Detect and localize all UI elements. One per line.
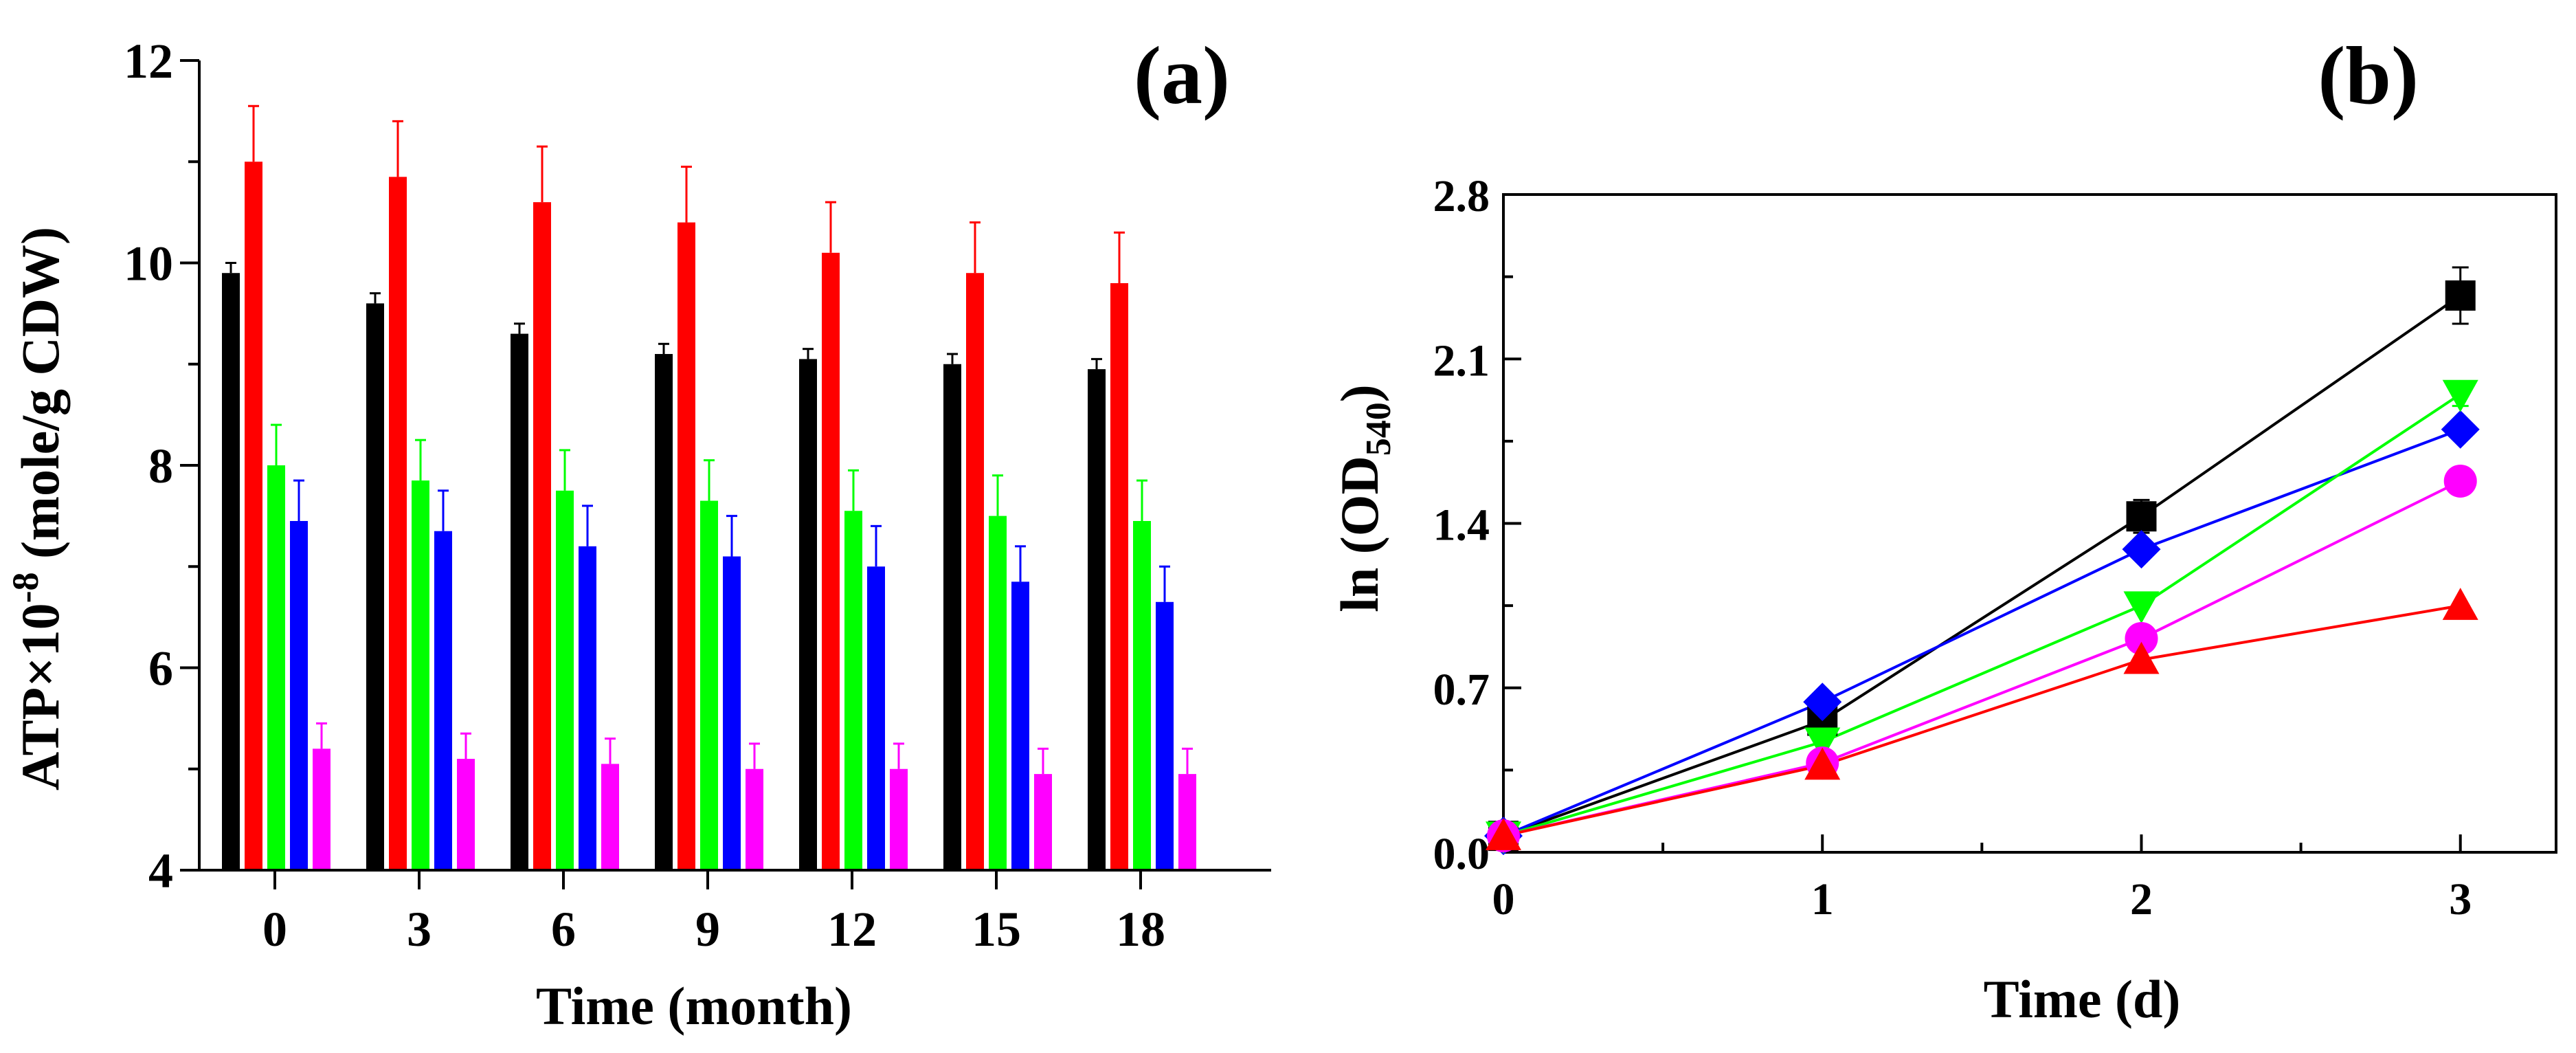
bar-s3-15: [989, 516, 1007, 870]
panel-b-y-tick-label-1.4: 1.4: [1433, 500, 1490, 551]
bar-s5-6: [601, 764, 619, 870]
bar-s4-9: [723, 556, 741, 870]
panel-b-x-tick-label-3: 3: [2449, 874, 2472, 924]
bar-s5-3: [457, 759, 475, 870]
panel-b-x-tick-label-2: 2: [2130, 874, 2153, 924]
bar-s1-15: [943, 364, 961, 870]
bar-s5-0: [313, 749, 331, 870]
bar-s3-9: [700, 500, 718, 870]
point-series-5-triangle-up-2: [2123, 641, 2160, 674]
panel-a-y-label-suffix: (mole/g CDW): [10, 227, 70, 573]
panel-a-x-tick-label-12: 12: [827, 902, 877, 957]
panel-a-x-tick-label-6: 6: [551, 902, 576, 957]
panel-b-label: (b): [2318, 30, 2419, 121]
bar-s1-6: [511, 333, 528, 870]
line-series-2-diamond: [1503, 428, 2461, 837]
panel-a-y-tick-label-10: 10: [124, 236, 173, 291]
point-series-3-triangle-down-1: [1804, 727, 1841, 760]
line-series-1-square: [1503, 294, 2461, 837]
panel-a-x-tick-label-15: 15: [972, 902, 1021, 957]
panel-a-label: (a): [1134, 30, 1230, 121]
bar-s3-6: [556, 490, 574, 870]
panel-b-y-label-close: ): [1330, 384, 1389, 402]
panel-a-y-label-prefix: ATP×10: [10, 603, 70, 790]
panel-a-bars: [222, 104, 1196, 871]
point-series-4-circle-2: [2125, 621, 2158, 655]
panel-a-y-tick-label-8: 8: [148, 439, 173, 494]
bar-s5-18: [1178, 774, 1196, 870]
panel-b-y-tick-label-2.8: 2.8: [1433, 171, 1490, 221]
bar-s2-9: [677, 222, 695, 871]
bar-s3-3: [412, 480, 429, 870]
panel-b-y-tick-label-0.0: 0.0: [1433, 829, 1490, 879]
point-series-5-triangle-up-1: [1804, 747, 1841, 780]
panel-b-y-tick-label-2.1: 2.1: [1433, 335, 1490, 386]
bar-s4-15: [1011, 581, 1029, 870]
bar-s1-9: [655, 354, 673, 870]
panel-b-x-tick-label-0: 0: [1492, 874, 1515, 924]
point-series-4-circle-3: [2443, 464, 2477, 498]
panel-a-bar-chart: (a) 0 3 6 9 12 15 18 4 6 8 10 12 Time (month) ATP×1…: [5, 30, 1271, 1036]
panel-a-y-tick-label-4: 4: [148, 843, 173, 898]
bar-s2-0: [245, 162, 262, 870]
bar-s2-15: [966, 273, 984, 871]
panel-b-y-label-main: ln (OD: [1330, 456, 1389, 612]
panel-a-x-tick-label-0: 0: [262, 902, 287, 957]
bar-s1-12: [799, 359, 817, 870]
bar-s2-3: [389, 177, 407, 870]
point-series-3-triangle-down-2: [2123, 591, 2160, 624]
panel-a-axes: 0 3 6 9 12 15 18 4 6 8 10 12: [124, 34, 1271, 957]
line-series-5-triangle-up: [1503, 604, 2461, 838]
point-series-2-diamond-3: [2441, 410, 2480, 449]
bar-s5-15: [1034, 774, 1052, 870]
panel-a-y-tick-label-12: 12: [124, 34, 173, 89]
bar-s4-18: [1156, 601, 1174, 870]
point-series-5-triangle-up-0: [1486, 818, 1521, 850]
bar-s3-12: [844, 511, 862, 870]
panel-b-x-tick-label-1: 1: [1811, 874, 1834, 924]
point-series-1-square-3: [2445, 280, 2476, 311]
bar-s1-0: [222, 273, 240, 871]
bar-s3-18: [1133, 520, 1151, 870]
panel-a-y-tick-label-6: 6: [148, 641, 173, 696]
point-series-2-diamond-1: [1803, 683, 1842, 722]
panel-b-line-chart: (b) 0 1 2 3 0.0 0.7 1.4 2.1 2.8 Time (d) ln (OD5…: [1330, 30, 2557, 1029]
panel-a-x-tick-label-18: 18: [1116, 902, 1165, 957]
bar-s5-12: [890, 768, 908, 870]
bar-s5-9: [746, 768, 763, 870]
panel-a-y-axis-label: ATP×10-8 (mole/g CDW): [5, 227, 70, 790]
panel-b-x-axis-label: Time (d): [1984, 969, 2181, 1029]
point-series-5-triangle-up-3: [2442, 588, 2478, 620]
panel-b-y-axis-label: ln (OD540): [1330, 384, 1398, 612]
bar-s1-3: [366, 303, 384, 870]
panel-a-y-label-exponent: -8: [5, 572, 46, 603]
bar-s4-3: [434, 531, 452, 870]
panel-a-x-axis-label: Time (month): [536, 976, 852, 1036]
bar-s4-6: [579, 546, 596, 870]
point-series-1-square-2: [2126, 501, 2157, 532]
panel-b-axes: 0 1 2 3 0.0 0.7 1.4 2.1 2.8: [1433, 171, 2557, 924]
bar-s4-12: [867, 566, 885, 870]
panel-a-x-tick-label-9: 9: [695, 902, 720, 957]
point-series-3-triangle-down-3: [2442, 379, 2478, 412]
panel-b-series: [1484, 266, 2480, 856]
bar-s3-0: [267, 465, 285, 870]
bar-s4-0: [290, 520, 308, 870]
point-series-2-diamond-2: [2122, 530, 2161, 569]
panel-b-frame: [1502, 193, 2557, 854]
panel-b-y-tick-label-0.7: 0.7: [1433, 665, 1490, 715]
panel-a-x-tick-label-3: 3: [407, 902, 432, 957]
bar-s2-12: [822, 252, 840, 870]
line-series-3-triangle-down: [1503, 392, 2461, 837]
bar-s1-18: [1088, 369, 1106, 870]
bar-s2-6: [533, 202, 551, 870]
bar-s2-18: [1110, 282, 1128, 870]
panel-b-y-label-subscript: 540: [1359, 402, 1398, 456]
